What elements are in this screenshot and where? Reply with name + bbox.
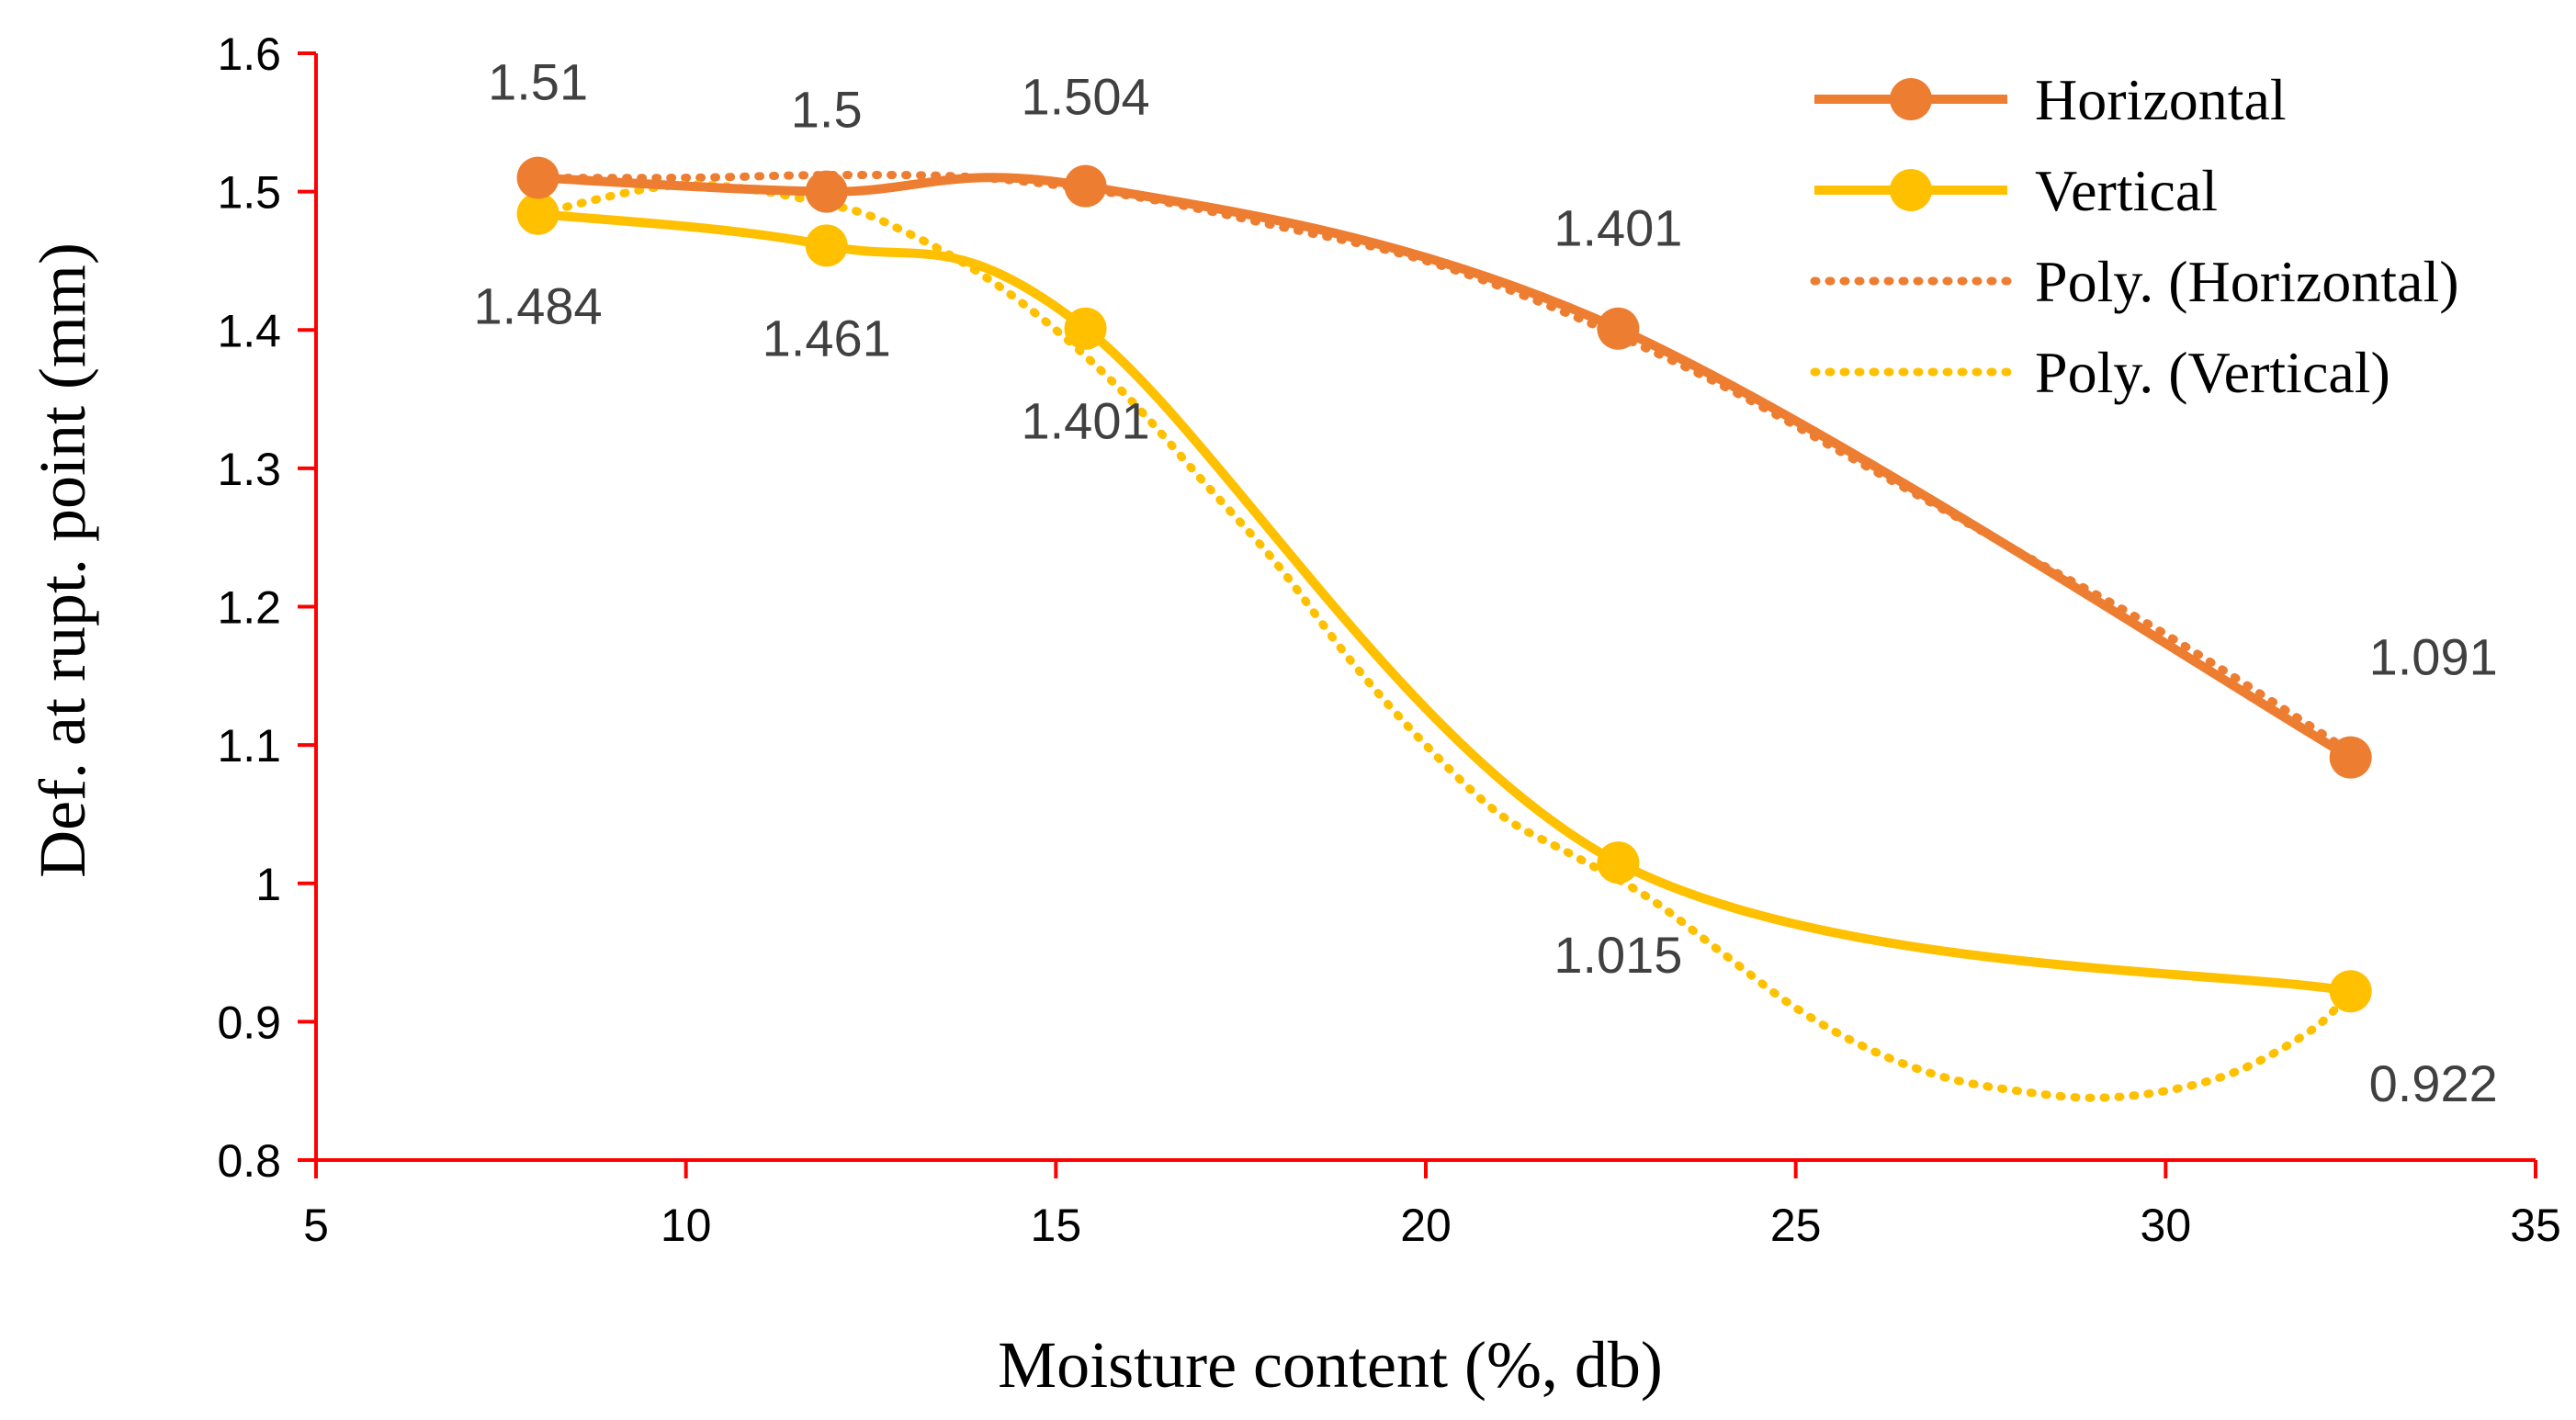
- data-point-horizontal-4: [1597, 307, 1640, 350]
- data-point-vertical-1: [516, 192, 559, 235]
- legend: Horizontal Vertical Poly. (Horizontal) Poly…: [1810, 67, 2459, 405]
- x-axis: 5 10 15 20 25 30 35: [303, 1158, 2561, 1251]
- data-point-horizontal-1: [516, 156, 559, 199]
- y-tick-label: 0.9: [217, 997, 281, 1048]
- data-point-horizontal-5: [2329, 736, 2372, 779]
- x-tick-label: 30: [2141, 1200, 2192, 1251]
- legend-label-poly-horizontal: Poly. (Horizontal): [2035, 249, 2459, 314]
- data-label-vertical-5: 0.922: [2369, 1054, 2498, 1112]
- y-tick-label: 1.3: [217, 444, 281, 495]
- data-label-vertical-2: 1.461: [763, 309, 891, 366]
- plot-series: [516, 156, 2372, 1102]
- y-tick-label: 1.6: [217, 28, 281, 80]
- data-labels: 1.51 1.5 1.504 1.401 1.091 1.484 1.461 1.401 1.0…: [474, 53, 2498, 1113]
- data-point-vertical-5: [2329, 970, 2372, 1013]
- legend-marker-horizontal: [1890, 78, 1932, 120]
- legend-label-horizontal: Horizontal: [2035, 67, 2287, 132]
- y-tick-label: 1.4: [217, 305, 281, 356]
- data-point-horizontal-2: [805, 170, 848, 213]
- x-tick-label: 5: [303, 1200, 329, 1251]
- x-tick-label: 15: [1031, 1200, 1082, 1251]
- x-tick-label: 25: [1770, 1200, 1822, 1251]
- data-label-vertical-4: 1.015: [1554, 926, 1682, 984]
- data-label-vertical-3: 1.401: [1021, 392, 1149, 450]
- y-tick-label: 1.2: [217, 582, 281, 634]
- y-axis-title: Def. at rupt. point (mm): [26, 242, 99, 878]
- legend-label-vertical: Vertical: [2035, 158, 2218, 223]
- y-tick-label: 1: [255, 859, 281, 910]
- data-point-vertical-2: [805, 224, 848, 267]
- y-tick-label: 0.8: [217, 1135, 281, 1187]
- data-label-horizontal-1: 1.51: [488, 53, 588, 111]
- data-label-vertical-1: 1.484: [474, 277, 603, 335]
- data-label-horizontal-4: 1.401: [1554, 199, 1682, 257]
- y-axis: 0.8 0.9 1 1.1 1.2 1.3 1.4 1.5 1.6: [217, 28, 318, 1187]
- data-point-horizontal-3: [1064, 164, 1107, 208]
- data-point-vertical-4: [1597, 841, 1640, 885]
- data-point-vertical-3: [1064, 307, 1107, 350]
- x-tick-label: 35: [2510, 1200, 2561, 1251]
- series-line-horizontal: [533, 173, 2356, 762]
- y-tick-label: 1.5: [217, 167, 281, 219]
- y-tick-label: 1.1: [217, 720, 281, 772]
- data-label-horizontal-3: 1.504: [1021, 68, 1149, 126]
- legend-label-poly-vertical: Poly. (Vertical): [2035, 340, 2390, 405]
- x-tick-label: 10: [661, 1200, 712, 1251]
- data-label-horizontal-5: 1.091: [2369, 628, 2498, 686]
- data-label-horizontal-2: 1.5: [791, 81, 863, 139]
- legend-marker-vertical: [1890, 169, 1932, 211]
- x-axis-title: Moisture content (%, db): [998, 1328, 1663, 1402]
- series-line-vertical: [533, 208, 2356, 997]
- x-tick-label: 20: [1400, 1200, 1452, 1251]
